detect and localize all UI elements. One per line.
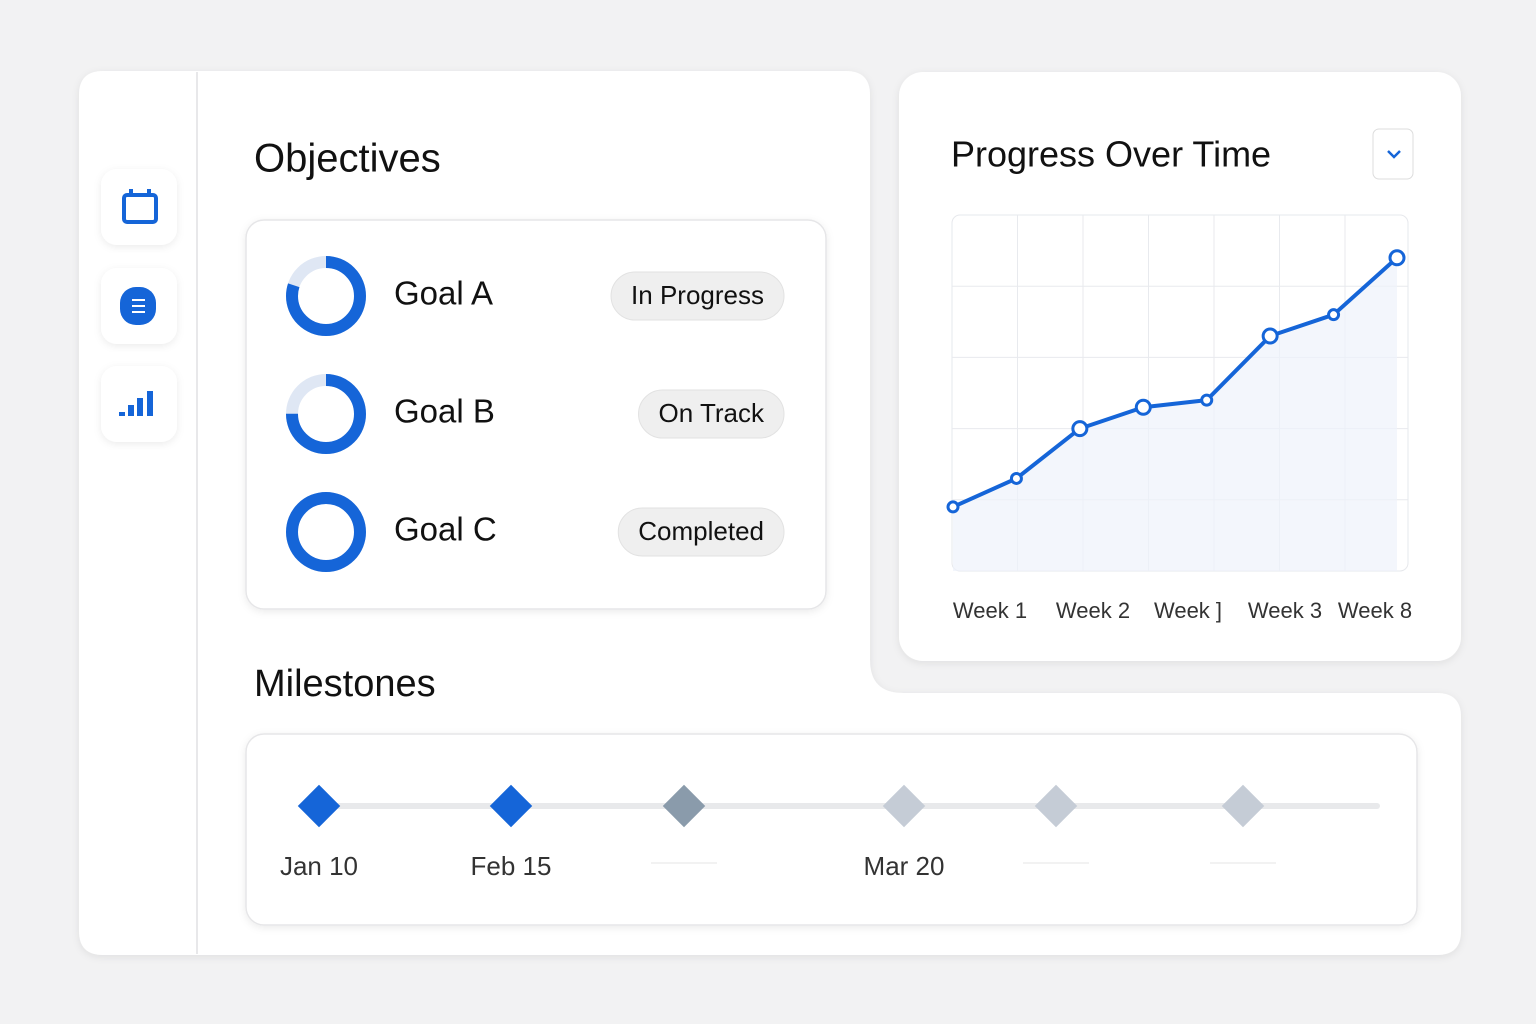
- goal-name: Goal C: [394, 511, 497, 548]
- x-tick-label: Week ]: [1154, 598, 1222, 623]
- x-tick-label: Week 2: [1056, 598, 1130, 623]
- data-point: [1261, 327, 1279, 345]
- data-point: [1388, 249, 1406, 267]
- data-point: [946, 500, 960, 514]
- milestone-date: Jan 10: [280, 851, 358, 881]
- data-point: [1071, 420, 1089, 438]
- progress-ring: [286, 492, 366, 572]
- section-title: Objectives: [254, 137, 441, 181]
- line-chart: Week 1 Week 2 Week ] Week 3 Week 8: [946, 215, 1412, 623]
- dropdown-button[interactable]: [1372, 128, 1414, 180]
- sidebar: [101, 169, 177, 442]
- status-label: In Progress: [631, 280, 764, 310]
- chart-icon: [119, 391, 153, 416]
- list-icon: [132, 299, 145, 313]
- line-area: [953, 257, 1397, 571]
- progress-ring: [286, 256, 366, 336]
- milestone-marker: [1221, 784, 1265, 828]
- milestone-date: Feb 15: [471, 851, 552, 881]
- data-point: [1327, 308, 1341, 322]
- chart-title: Progress Over Time: [951, 134, 1271, 175]
- section-title: Milestones: [254, 663, 436, 705]
- chevron-icon: [1387, 150, 1401, 159]
- x-tick-label: Week 1: [953, 598, 1027, 623]
- status-pill: [610, 271, 785, 321]
- status-label: Completed: [638, 516, 764, 546]
- data-point: [1009, 471, 1023, 485]
- x-tick-label: Week 8: [1338, 598, 1412, 623]
- goal-name: Goal A: [394, 275, 493, 312]
- x-tick-label: Week 3: [1248, 598, 1322, 623]
- line: [952, 256, 1399, 509]
- status-pill: [638, 389, 785, 439]
- status-pill: [617, 507, 785, 557]
- data-point: [1200, 393, 1214, 407]
- calendar-icon: [122, 193, 158, 224]
- milestone-date: Mar 20: [864, 851, 945, 881]
- goal-name: Goal B: [394, 393, 495, 430]
- milestone-marker: [1034, 784, 1078, 828]
- progress-ring: [286, 374, 366, 454]
- goal-list: Goal A In Progress Goal B On Track Goal C Com…: [286, 256, 785, 572]
- milestones-card: [245, 733, 1418, 926]
- data-point: [1134, 398, 1152, 416]
- calendar-button[interactable]: [101, 169, 177, 245]
- status-label: On Track: [659, 398, 765, 428]
